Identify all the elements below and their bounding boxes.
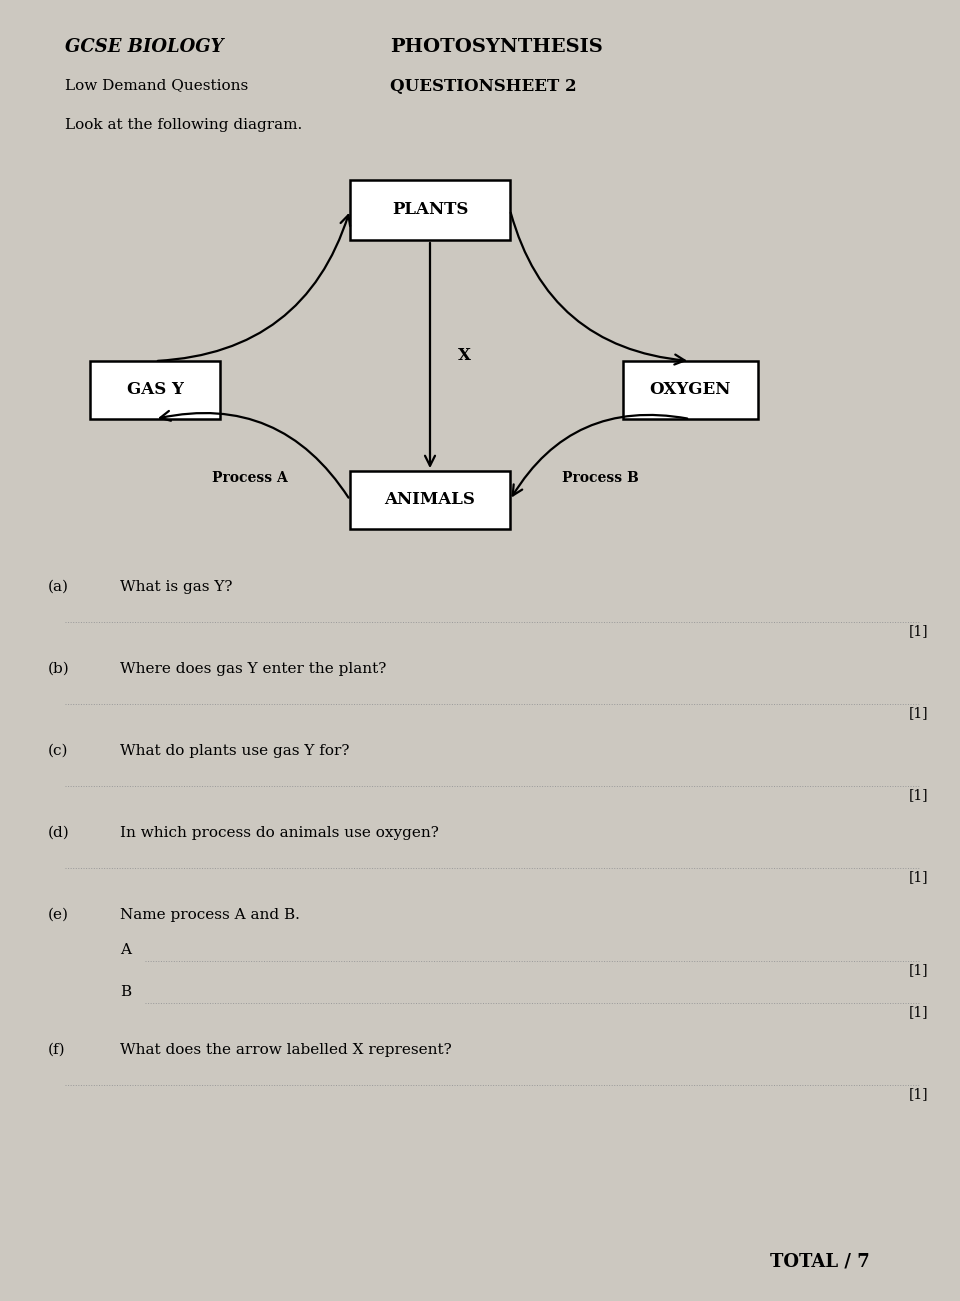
Text: X: X <box>458 347 471 364</box>
Text: (e): (e) <box>48 908 69 922</box>
Text: Process A: Process A <box>212 471 288 485</box>
Text: [1]: [1] <box>908 788 928 801</box>
Text: Name process A and B.: Name process A and B. <box>120 908 300 922</box>
Text: [1]: [1] <box>908 963 928 977</box>
Text: TOTAL / 7: TOTAL / 7 <box>770 1252 870 1270</box>
Text: Where does gas Y enter the plant?: Where does gas Y enter the plant? <box>120 662 386 677</box>
Text: (b): (b) <box>48 662 70 677</box>
Text: (a): (a) <box>48 580 69 595</box>
Text: What do plants use gas Y for?: What do plants use gas Y for? <box>120 744 349 758</box>
Text: [1]: [1] <box>908 624 928 637</box>
FancyBboxPatch shape <box>90 360 220 419</box>
Text: PHOTOSYNTHESIS: PHOTOSYNTHESIS <box>390 38 603 56</box>
Text: GAS Y: GAS Y <box>127 381 183 398</box>
Text: Process B: Process B <box>562 471 638 485</box>
Text: (c): (c) <box>48 744 68 758</box>
Text: ANIMALS: ANIMALS <box>385 492 475 509</box>
Text: PLANTS: PLANTS <box>392 202 468 219</box>
FancyBboxPatch shape <box>350 180 510 239</box>
Text: B: B <box>120 985 132 999</box>
Text: Low Demand Questions: Low Demand Questions <box>65 78 249 92</box>
Text: OXYGEN: OXYGEN <box>649 381 731 398</box>
Text: QUESTIONSHEET 2: QUESTIONSHEET 2 <box>390 78 577 95</box>
Text: [1]: [1] <box>908 1004 928 1019</box>
Text: A: A <box>120 943 131 958</box>
Text: [1]: [1] <box>908 870 928 883</box>
Text: Look at the following diagram.: Look at the following diagram. <box>65 118 302 131</box>
Text: GCSE BIOLOGY: GCSE BIOLOGY <box>65 38 224 56</box>
Text: (f): (f) <box>48 1043 65 1056</box>
Text: What does the arrow labelled X represent?: What does the arrow labelled X represent… <box>120 1043 452 1056</box>
Text: [1]: [1] <box>908 706 928 719</box>
Text: In which process do animals use oxygen?: In which process do animals use oxygen? <box>120 826 439 840</box>
Text: What is gas Y?: What is gas Y? <box>120 580 232 595</box>
Text: [1]: [1] <box>908 1088 928 1101</box>
FancyBboxPatch shape <box>350 471 510 530</box>
FancyBboxPatch shape <box>622 360 757 419</box>
Text: (d): (d) <box>48 826 70 840</box>
